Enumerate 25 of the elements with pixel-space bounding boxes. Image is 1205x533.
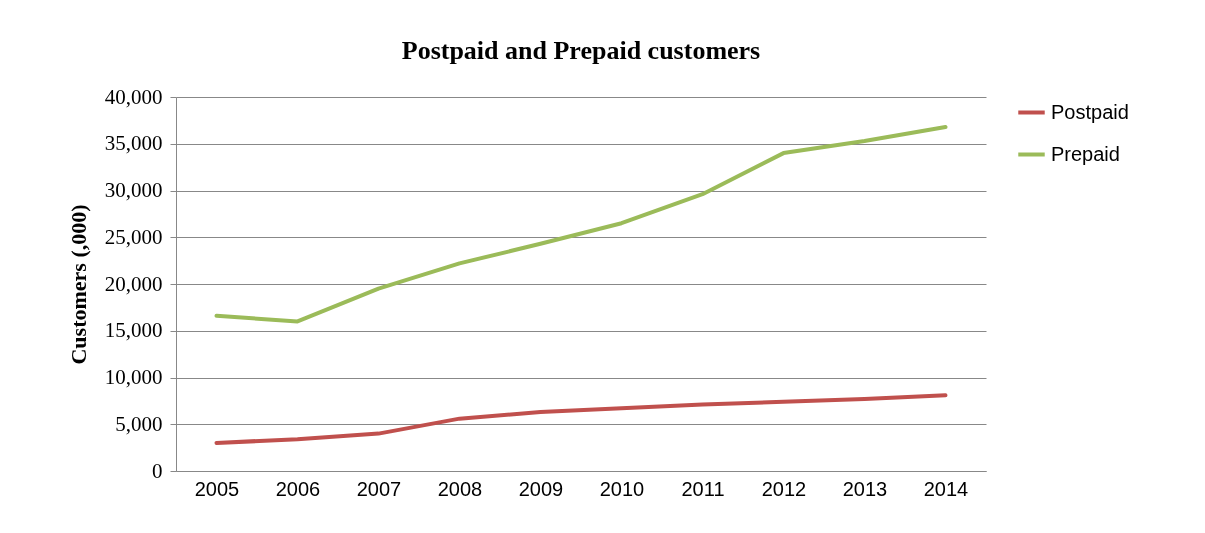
x-tick-label: 2010 — [599, 477, 645, 500]
chart-title: Postpaid and Prepaid customers — [401, 36, 761, 65]
y-axis-title: Customers (,000) — [65, 204, 91, 365]
y-tick-label: 40,000 — [104, 84, 163, 109]
y-tick-label: 0 — [152, 458, 163, 483]
y-tick-label: 10,000 — [104, 365, 163, 389]
y-tick-label: 25,000 — [104, 224, 163, 249]
x-tick-label: 2007 — [356, 477, 402, 500]
y-tick-label: 20,000 — [104, 271, 163, 296]
y-tick-label: 15,000 — [104, 318, 163, 343]
y-tick-label: 5,000 — [115, 411, 163, 436]
y-tick-label: 35,000 — [104, 131, 163, 156]
y-tick-label: 30,000 — [104, 178, 163, 202]
x-tick-label: 2011 — [681, 477, 725, 500]
line-series — [214, 393, 948, 445]
x-tick-label: 2012 — [761, 477, 807, 500]
x-tick-label: 2014 — [923, 477, 969, 500]
x-tick-label: 2008 — [437, 477, 483, 500]
x-tick-label: 2013 — [842, 477, 888, 500]
x-tick-label: 2009 — [518, 477, 564, 500]
legend-label: Postpaid — [1051, 100, 1129, 123]
line-series — [214, 124, 948, 324]
legend-label: Prepaid — [1051, 142, 1120, 165]
x-tick-label: 2005 — [194, 477, 240, 500]
x-tick-label: 2006 — [275, 477, 321, 500]
